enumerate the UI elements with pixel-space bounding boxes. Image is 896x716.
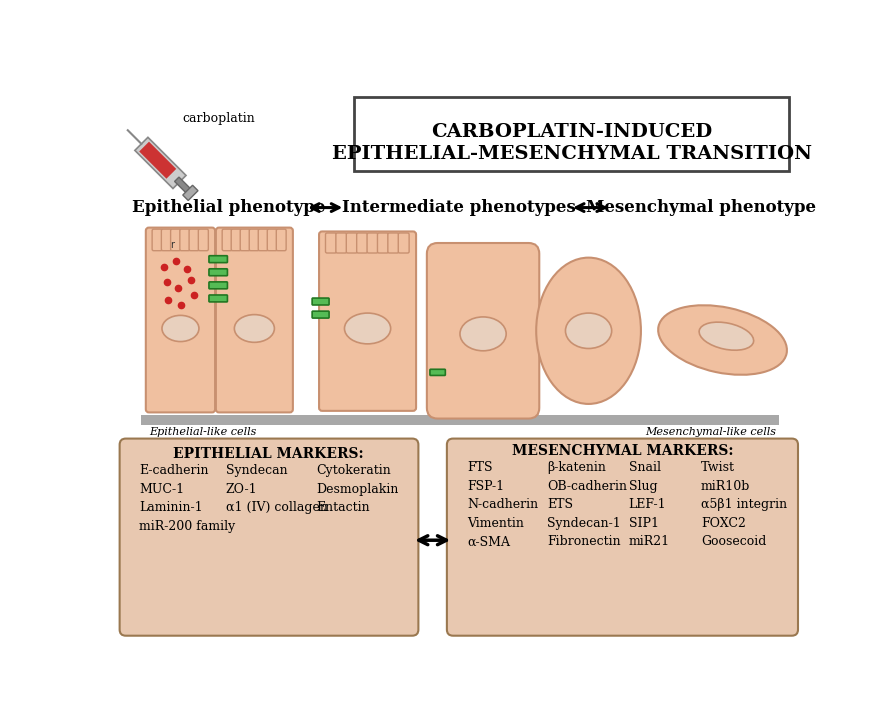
Text: Snail: Snail [629, 461, 660, 474]
Text: MUC-1: MUC-1 [139, 483, 184, 496]
Text: miR10b: miR10b [701, 480, 750, 493]
FancyBboxPatch shape [152, 229, 162, 251]
Text: α1 (IV) collagen: α1 (IV) collagen [226, 501, 328, 514]
FancyBboxPatch shape [146, 228, 215, 412]
FancyBboxPatch shape [161, 229, 171, 251]
Ellipse shape [699, 322, 754, 350]
FancyBboxPatch shape [209, 282, 228, 289]
FancyBboxPatch shape [231, 229, 241, 251]
FancyBboxPatch shape [377, 233, 388, 253]
Text: Intermediate phenotypes: Intermediate phenotypes [342, 199, 576, 216]
Text: Desmoplakin: Desmoplakin [316, 483, 399, 496]
FancyBboxPatch shape [447, 439, 798, 636]
Text: MESENCHYMAL MARKERS:: MESENCHYMAL MARKERS: [512, 444, 733, 458]
Text: LEF-1: LEF-1 [629, 498, 667, 511]
FancyBboxPatch shape [426, 243, 539, 419]
Text: Mesenchymal-like cells: Mesenchymal-like cells [645, 427, 777, 437]
FancyBboxPatch shape [312, 311, 329, 318]
Text: α-SMA: α-SMA [467, 536, 510, 548]
Text: Cytokeratin: Cytokeratin [316, 465, 391, 478]
Bar [142, 415, 779, 425]
FancyBboxPatch shape [430, 369, 445, 375]
Ellipse shape [565, 313, 612, 349]
FancyBboxPatch shape [209, 268, 228, 276]
FancyBboxPatch shape [209, 295, 228, 302]
FancyBboxPatch shape [336, 233, 347, 253]
Text: miR21: miR21 [629, 536, 669, 548]
Text: carboplatin: carboplatin [182, 112, 254, 125]
FancyBboxPatch shape [319, 231, 416, 411]
Polygon shape [139, 142, 177, 179]
FancyBboxPatch shape [258, 229, 268, 251]
Ellipse shape [659, 305, 787, 374]
Text: CARBOPLATIN-INDUCED: CARBOPLATIN-INDUCED [431, 123, 712, 141]
Text: Epithelial phenotype: Epithelial phenotype [132, 199, 325, 216]
Text: ETS: ETS [547, 498, 573, 511]
Text: Fibronectin: Fibronectin [547, 536, 621, 548]
FancyBboxPatch shape [240, 229, 250, 251]
Text: FOXC2: FOXC2 [701, 517, 745, 530]
Text: Syndecan: Syndecan [226, 465, 288, 478]
FancyBboxPatch shape [325, 233, 336, 253]
Text: OB-cadherin: OB-cadherin [547, 480, 627, 493]
Text: α5β1 integrin: α5β1 integrin [701, 498, 787, 511]
Text: SIP1: SIP1 [629, 517, 659, 530]
Text: EPITHELIAL MARKERS:: EPITHELIAL MARKERS: [173, 447, 364, 461]
FancyBboxPatch shape [198, 229, 209, 251]
FancyBboxPatch shape [367, 233, 378, 253]
Polygon shape [175, 177, 193, 195]
Text: N-cadherin: N-cadherin [467, 498, 538, 511]
Text: Vimentin: Vimentin [467, 517, 524, 530]
Text: β-katenin: β-katenin [547, 461, 606, 474]
FancyBboxPatch shape [209, 256, 228, 263]
FancyBboxPatch shape [346, 233, 358, 253]
FancyBboxPatch shape [355, 97, 788, 171]
Ellipse shape [460, 317, 506, 351]
FancyBboxPatch shape [216, 228, 293, 412]
Ellipse shape [344, 313, 391, 344]
FancyBboxPatch shape [276, 229, 286, 251]
Text: FTS: FTS [467, 461, 493, 474]
FancyBboxPatch shape [312, 298, 329, 305]
Polygon shape [135, 137, 186, 188]
FancyBboxPatch shape [120, 439, 418, 636]
Ellipse shape [162, 315, 199, 342]
Text: EPITHELIAL-MESENCHYMAL TRANSITION: EPITHELIAL-MESENCHYMAL TRANSITION [332, 145, 812, 163]
Text: Twist: Twist [701, 461, 735, 474]
Text: Laminin-1: Laminin-1 [139, 501, 202, 514]
FancyBboxPatch shape [388, 233, 399, 253]
Text: Syndecan-1: Syndecan-1 [547, 517, 621, 530]
FancyBboxPatch shape [249, 229, 259, 251]
Text: Slug: Slug [629, 480, 658, 493]
FancyBboxPatch shape [170, 229, 181, 251]
Ellipse shape [536, 258, 641, 404]
Text: Epithelial-like cells: Epithelial-like cells [149, 427, 256, 437]
FancyBboxPatch shape [180, 229, 190, 251]
FancyBboxPatch shape [357, 233, 367, 253]
Text: Entactin: Entactin [316, 501, 370, 514]
FancyBboxPatch shape [267, 229, 277, 251]
Text: ZO-1: ZO-1 [226, 483, 257, 496]
Text: Goosecoid: Goosecoid [701, 536, 766, 548]
Polygon shape [183, 185, 198, 200]
FancyBboxPatch shape [398, 233, 409, 253]
Text: miR-200 family: miR-200 family [139, 520, 235, 533]
Text: Mesenchymal phenotype: Mesenchymal phenotype [586, 199, 816, 216]
Ellipse shape [235, 314, 274, 342]
FancyBboxPatch shape [189, 229, 199, 251]
Text: FSP-1: FSP-1 [467, 480, 504, 493]
FancyBboxPatch shape [222, 229, 232, 251]
Text: E-cadherin: E-cadherin [139, 465, 209, 478]
Text: r: r [169, 240, 174, 250]
